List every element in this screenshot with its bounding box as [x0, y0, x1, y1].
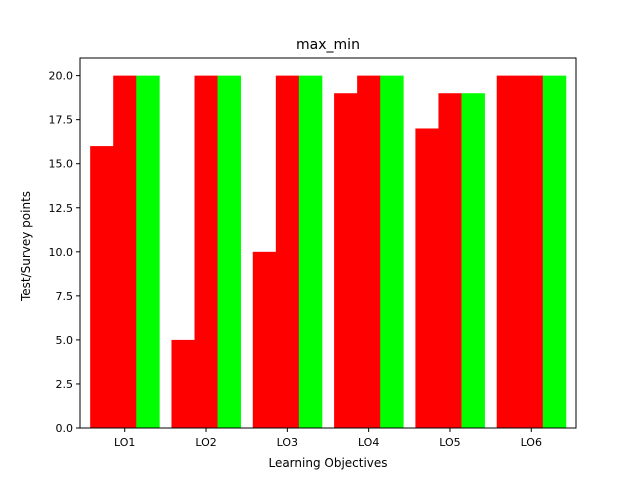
chart-title: max_min — [296, 37, 360, 53]
bar-lo3-series-3 — [298, 75, 323, 428]
bar-lo4-series-3 — [380, 75, 404, 428]
x-tick-label-lo5: LO5 — [439, 436, 460, 449]
x-tick-label-lo2: LO2 — [195, 436, 216, 449]
x-tick-label-lo6: LO6 — [521, 436, 542, 449]
bars-group — [90, 75, 567, 428]
bar-lo2-series-3 — [217, 75, 241, 428]
y-axis-ticks: 0.0 2.5 5.0 7.5 10.0 12.5 15.0 17.5 20.0 — [49, 70, 80, 435]
plot-frame — [79, 57, 577, 429]
x-tick-label-lo3: LO3 — [277, 436, 298, 449]
y-tick-label: 12.5 — [49, 202, 74, 215]
y-tick-label: 20.0 — [49, 70, 74, 83]
bar-lo4-series-2 — [357, 75, 381, 428]
bar-lo1-series-3 — [136, 75, 160, 428]
bar-lo3-series-1 — [252, 251, 277, 428]
bar-lo2-series-2 — [194, 75, 218, 428]
bar-lo5-series-1 — [415, 128, 439, 428]
bar-lo6-series-3 — [542, 75, 567, 428]
bar-lo1-series-1 — [90, 146, 114, 428]
x-axis-ticks: LO1 LO2 LO3 LO4 LO5 LO6 — [114, 428, 542, 449]
bar-lo3-series-2 — [275, 75, 300, 428]
bar-lo5-series-2 — [438, 93, 462, 428]
bar-lo6-series-2 — [519, 75, 544, 428]
y-tick-label: 0.0 — [56, 422, 74, 435]
y-tick-label: 15.0 — [49, 158, 74, 171]
bar-lo6-series-1 — [496, 75, 521, 428]
y-tick-label: 10.0 — [49, 246, 74, 259]
x-tick-label-lo4: LO4 — [358, 436, 379, 449]
y-tick-label: 2.5 — [56, 378, 74, 391]
y-tick-label: 5.0 — [56, 334, 74, 347]
bar-lo1-series-2 — [113, 75, 137, 428]
x-axis-label: Learning Objectives — [268, 456, 387, 470]
bar-lo2-series-1 — [171, 339, 195, 428]
y-tick-label: 17.5 — [49, 114, 74, 127]
bar-lo4-series-1 — [334, 93, 358, 428]
y-tick-label: 7.5 — [56, 290, 74, 303]
y-axis-label: Test/Survey points — [19, 191, 33, 302]
bar-lo5-series-3 — [461, 93, 485, 428]
x-tick-label-lo1: LO1 — [114, 436, 135, 449]
